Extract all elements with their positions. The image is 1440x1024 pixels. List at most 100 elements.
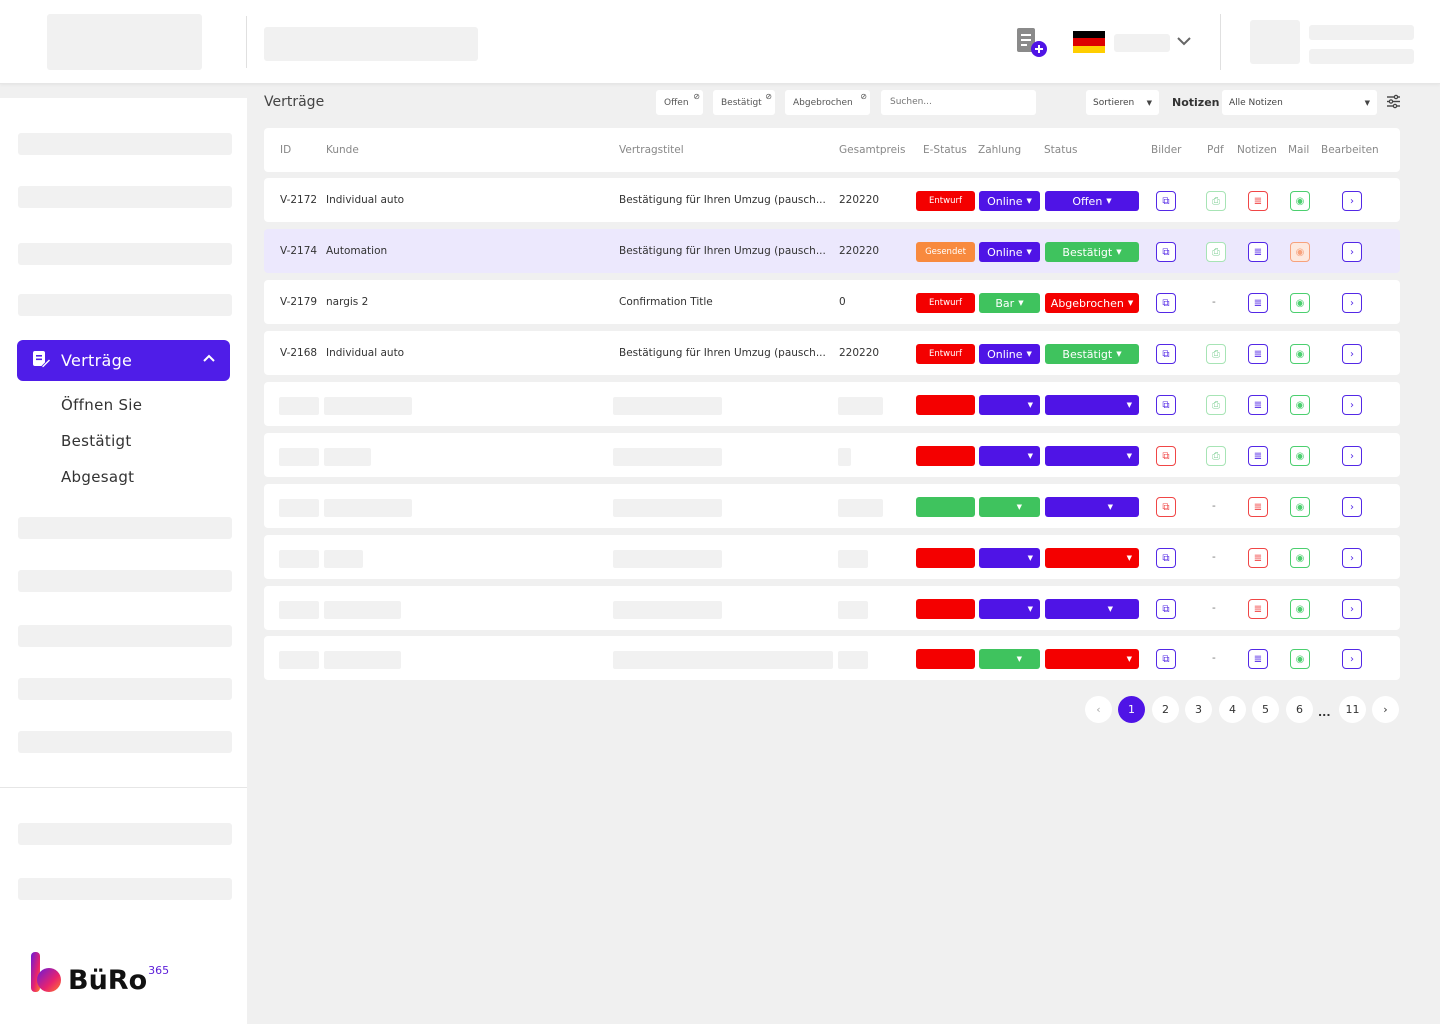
chevron-down-icon[interactable]: [1176, 33, 1192, 53]
pdf-icon[interactable]: ⎙: [1206, 242, 1226, 262]
status-dropdown[interactable]: ▼: [1045, 446, 1139, 466]
eye-icon[interactable]: ◉: [1290, 497, 1310, 517]
edit-arrow-icon[interactable]: ›: [1342, 242, 1362, 262]
german-flag-icon[interactable]: [1073, 31, 1105, 53]
sort-dropdown[interactable]: Sortieren ▼: [1086, 90, 1159, 115]
table-row[interactable]: V-2174 Automation Bestätigung für Ihren …: [264, 229, 1400, 273]
notes-icon[interactable]: ≣: [1248, 599, 1268, 619]
table-row[interactable]: V-2179 nargis 2 Confirmation Title 0 Ent…: [264, 280, 1400, 324]
sidebar-item[interactable]: [18, 243, 232, 265]
sidebar-item[interactable]: [18, 517, 232, 539]
images-icon[interactable]: ⧉: [1156, 191, 1176, 211]
status-dropdown[interactable]: ▼: [1045, 599, 1139, 619]
pdf-icon[interactable]: ⎙: [1206, 446, 1226, 466]
images-icon[interactable]: ⧉: [1156, 446, 1176, 466]
col-vertragstitel[interactable]: Vertragstitel: [619, 144, 684, 156]
notes-icon[interactable]: ≣: [1248, 497, 1268, 517]
page-button-last[interactable]: 11: [1339, 696, 1366, 723]
add-document-icon[interactable]: [1015, 27, 1049, 63]
edit-arrow-icon[interactable]: ›: [1342, 446, 1362, 466]
images-icon[interactable]: ⧉: [1156, 548, 1176, 568]
page-button-2[interactable]: 2: [1152, 696, 1179, 723]
sidebar-item[interactable]: [18, 133, 232, 155]
page-button-6[interactable]: 6: [1286, 696, 1313, 723]
eye-icon[interactable]: ◉: [1290, 242, 1310, 262]
chevron-up-icon[interactable]: [202, 351, 216, 370]
sidebar-item[interactable]: [18, 625, 232, 647]
payment-dropdown[interactable]: Online ▼: [979, 242, 1040, 262]
page-button-1[interactable]: 1: [1118, 696, 1145, 723]
notes-icon[interactable]: ≣: [1248, 395, 1268, 415]
notes-icon[interactable]: ≣: [1248, 293, 1268, 313]
filter-settings-icon[interactable]: [1386, 94, 1401, 113]
images-icon[interactable]: ⧉: [1156, 293, 1176, 313]
status-dropdown[interactable]: Bestätigt ▼: [1045, 344, 1139, 364]
sidebar-item[interactable]: [18, 294, 232, 316]
col-status[interactable]: Status: [1044, 144, 1078, 156]
sidebar-subitem-offen[interactable]: Öffnen Sie: [61, 396, 143, 414]
payment-dropdown[interactable]: ▼: [979, 649, 1040, 669]
payment-dropdown[interactable]: ▼: [979, 599, 1040, 619]
table-row[interactable]: ▼ ▼ ⧉ - ≣ ◉ ›: [264, 636, 1400, 680]
col-kunde[interactable]: Kunde: [326, 144, 359, 156]
edit-arrow-icon[interactable]: ›: [1342, 548, 1362, 568]
edit-arrow-icon[interactable]: ›: [1342, 649, 1362, 669]
payment-dropdown[interactable]: Online ▼: [979, 344, 1040, 364]
filter-chip-abgebrochen[interactable]: Abgebrochen ⊘: [785, 90, 870, 115]
edit-arrow-icon[interactable]: ›: [1342, 293, 1362, 313]
status-dropdown[interactable]: ▼: [1045, 497, 1139, 517]
edit-arrow-icon[interactable]: ›: [1342, 344, 1362, 364]
avatar[interactable]: [1250, 20, 1300, 64]
col-e-status[interactable]: E-Status: [923, 144, 967, 156]
eye-icon[interactable]: ◉: [1290, 599, 1310, 619]
table-row[interactable]: V-2172 Individual auto Bestätigung für I…: [264, 178, 1400, 222]
eye-icon[interactable]: ◉: [1290, 191, 1310, 211]
status-dropdown[interactable]: Abgebrochen ▼: [1045, 293, 1139, 313]
pdf-icon[interactable]: ⎙: [1206, 191, 1226, 211]
notes-select[interactable]: Alle Notizen ▼: [1222, 90, 1377, 115]
payment-dropdown[interactable]: Online ▼: [979, 191, 1040, 211]
filter-chip-bestaetigt[interactable]: Bestätigt ⊘: [713, 90, 775, 115]
payment-dropdown[interactable]: ▼: [979, 395, 1040, 415]
eye-icon[interactable]: ◉: [1290, 446, 1310, 466]
status-dropdown[interactable]: Bestätigt ▼: [1045, 242, 1139, 262]
next-page-button[interactable]: ›: [1372, 696, 1399, 723]
images-icon[interactable]: ⧉: [1156, 649, 1176, 669]
payment-dropdown[interactable]: ▼: [979, 497, 1040, 517]
notes-icon[interactable]: ≣: [1248, 191, 1268, 211]
images-icon[interactable]: ⧉: [1156, 395, 1176, 415]
images-icon[interactable]: ⧉: [1156, 497, 1176, 517]
notes-icon[interactable]: ≣: [1248, 344, 1268, 364]
images-icon[interactable]: ⧉: [1156, 599, 1176, 619]
payment-dropdown[interactable]: ▼: [979, 548, 1040, 568]
sidebar-subitem-abgesagt[interactable]: Abgesagt: [61, 468, 135, 486]
table-row[interactable]: ▼ ▼ ⧉ - ≣ ◉ ›: [264, 586, 1400, 630]
table-row[interactable]: ▼ ▼ ⧉ ⎙ ≣ ◉ ›: [264, 433, 1400, 477]
status-dropdown[interactable]: ▼: [1045, 548, 1139, 568]
col-gesamtpreis[interactable]: Gesamtpreis: [839, 144, 906, 156]
table-row[interactable]: V-2168 Individual auto Bestätigung für I…: [264, 331, 1400, 375]
sidebar-item-vertraege[interactable]: Verträge: [17, 340, 230, 381]
eye-icon[interactable]: ◉: [1290, 395, 1310, 415]
status-dropdown[interactable]: ▼: [1045, 649, 1139, 669]
status-dropdown[interactable]: ▼: [1045, 395, 1139, 415]
table-row[interactable]: ▼ ▼ ⧉ ⎙ ≣ ◉ ›: [264, 382, 1400, 426]
col-zahlung[interactable]: Zahlung: [978, 144, 1022, 156]
pdf-icon[interactable]: ⎙: [1206, 344, 1226, 364]
sidebar-subitem-bestaetigt[interactable]: Bestätigt: [61, 432, 132, 450]
notes-icon[interactable]: ≣: [1248, 548, 1268, 568]
col-id[interactable]: ID: [280, 144, 292, 156]
prev-page-button[interactable]: ‹: [1085, 696, 1112, 723]
page-button-3[interactable]: 3: [1185, 696, 1212, 723]
edit-arrow-icon[interactable]: ›: [1342, 497, 1362, 517]
table-row[interactable]: ▼ ▼ ⧉ - ≣ ◉ ›: [264, 535, 1400, 579]
images-icon[interactable]: ⧉: [1156, 242, 1176, 262]
sidebar-item[interactable]: [18, 731, 232, 753]
edit-arrow-icon[interactable]: ›: [1342, 191, 1362, 211]
payment-dropdown[interactable]: ▼: [979, 446, 1040, 466]
table-row[interactable]: ▼ ▼ ⧉ - ≣ ◉ ›: [264, 484, 1400, 528]
images-icon[interactable]: ⧉: [1156, 344, 1176, 364]
status-dropdown[interactable]: Offen ▼: [1045, 191, 1139, 211]
page-button-5[interactable]: 5: [1252, 696, 1279, 723]
pdf-icon[interactable]: ⎙: [1206, 395, 1226, 415]
